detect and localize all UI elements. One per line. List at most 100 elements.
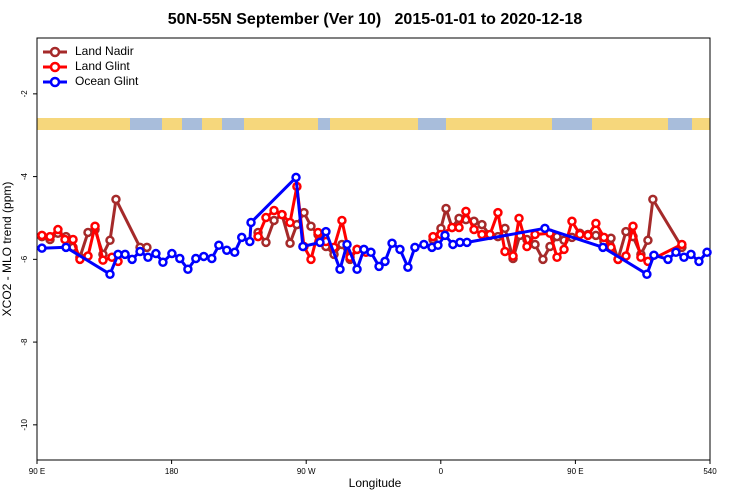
data-point	[552, 252, 562, 263]
data-point	[462, 237, 472, 248]
data-point	[671, 247, 681, 258]
data-point	[403, 262, 413, 272]
data-point	[440, 230, 450, 241]
data-point	[540, 223, 550, 234]
data-point	[61, 242, 71, 253]
data-point	[135, 246, 145, 257]
data-point	[387, 238, 397, 248]
legend-label: Ocean Glint	[75, 74, 139, 88]
y-tick-label: -4	[20, 172, 29, 180]
data-point	[477, 219, 487, 230]
chart-title: 50N-55N September (Ver 10) 2015-01-01 to…	[168, 11, 583, 28]
data-point	[522, 241, 532, 252]
data-point	[567, 216, 577, 227]
data-point	[236, 232, 247, 243]
data-point	[37, 230, 47, 241]
data-point	[306, 221, 316, 231]
data-point	[694, 256, 704, 267]
data-point	[105, 235, 115, 246]
data-point	[246, 217, 256, 228]
data-point	[306, 254, 316, 265]
legend-marker	[49, 76, 61, 88]
x-tick-label: 90 E	[567, 467, 583, 476]
data-point	[366, 247, 376, 258]
data-point	[158, 257, 168, 267]
data-point	[98, 255, 108, 265]
data-point	[538, 254, 548, 265]
data-point	[410, 242, 420, 253]
data-point	[649, 250, 659, 260]
data-point	[643, 235, 653, 246]
ocean-patch	[418, 118, 446, 130]
data-point	[648, 194, 658, 205]
data-point	[514, 213, 524, 224]
data-point	[598, 242, 608, 253]
legend-label: Land Glint	[75, 59, 130, 73]
data-point	[142, 242, 152, 253]
data-point	[183, 264, 193, 275]
x-tick-label: 540	[703, 467, 717, 476]
data-point	[120, 249, 130, 260]
data-point	[175, 253, 185, 264]
y-tick-label: -2	[20, 90, 29, 98]
data-point	[374, 261, 384, 272]
ocean-patch	[222, 118, 244, 130]
data-point	[167, 248, 177, 259]
x-tick-label: 90 W	[297, 467, 316, 476]
data-point	[335, 264, 345, 275]
data-point	[313, 227, 323, 238]
data-point	[663, 254, 673, 265]
y-tick-label: -10	[20, 419, 29, 431]
data-point	[127, 254, 137, 265]
data-point	[261, 237, 271, 248]
map-strip	[37, 118, 710, 130]
data-point	[575, 229, 585, 240]
data-point	[433, 240, 443, 251]
data-point	[493, 207, 503, 218]
data-point	[245, 236, 255, 247]
legend-label: Land Nadir	[75, 44, 134, 58]
x-tick-label: 90 E	[29, 467, 45, 476]
data-point	[621, 226, 631, 237]
ocean-patch	[318, 118, 330, 130]
data-point	[285, 217, 295, 228]
data-point	[477, 229, 487, 240]
data-point	[222, 245, 232, 255]
data-point	[285, 238, 295, 248]
data-point	[269, 215, 279, 226]
data-point	[261, 212, 271, 223]
data-point	[380, 256, 390, 267]
data-point	[677, 239, 687, 250]
legend-marker	[49, 61, 61, 73]
data-point	[559, 244, 569, 255]
data-point	[469, 224, 479, 235]
data-point	[419, 239, 429, 250]
data-point	[642, 269, 652, 279]
data-point	[337, 215, 347, 226]
data-point	[636, 252, 646, 263]
data-point	[500, 246, 510, 257]
data-point	[702, 247, 712, 258]
data-point	[352, 264, 362, 275]
data-point	[342, 239, 352, 250]
data-point	[628, 221, 638, 231]
y-axis-label: XCO2 - MLO trend (ppm)	[0, 182, 14, 317]
data-point	[461, 206, 471, 217]
data-point	[45, 231, 55, 242]
data-point	[37, 243, 47, 253]
data-point	[68, 234, 78, 245]
data-point	[143, 252, 153, 263]
data-point	[253, 231, 263, 242]
data-point	[291, 172, 301, 183]
data-point	[105, 269, 115, 279]
data-point	[508, 251, 518, 261]
data-point	[530, 229, 540, 240]
data-point	[207, 253, 217, 264]
data-point	[591, 218, 601, 229]
ocean-patch	[182, 118, 202, 130]
land-strip	[37, 118, 710, 130]
y-tick-label: -8	[20, 338, 29, 346]
data-point	[277, 209, 287, 220]
